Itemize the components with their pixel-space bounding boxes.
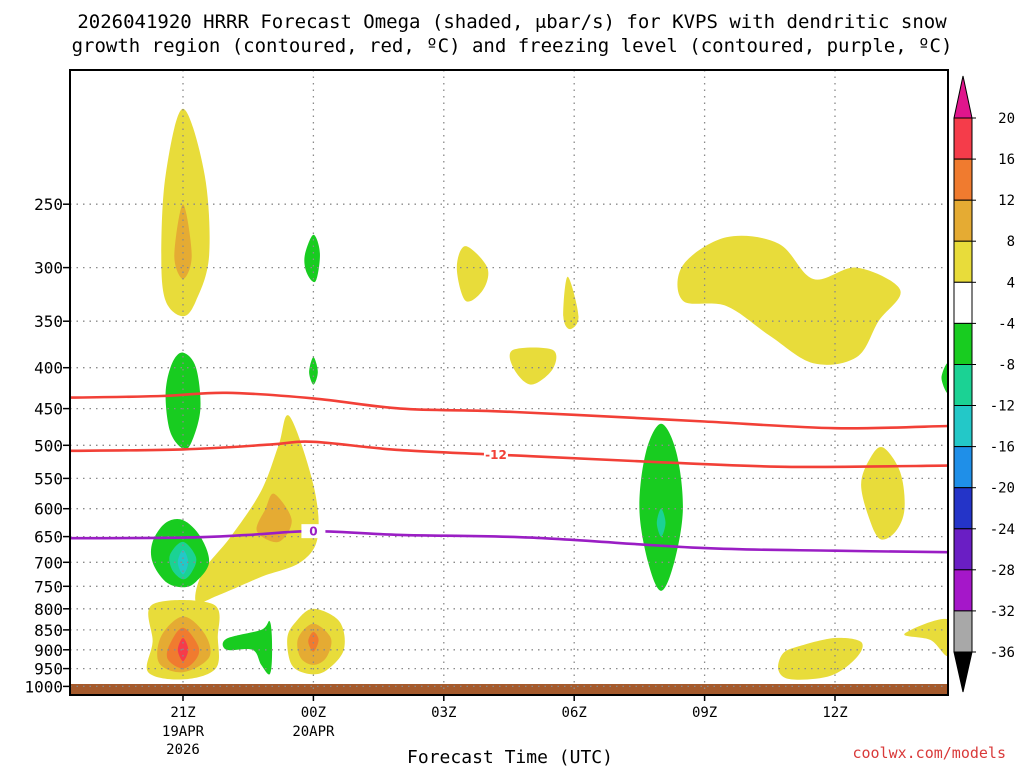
colorbar-label--20: -20 xyxy=(990,481,1015,497)
colorbar-bin--32-to--36 xyxy=(953,610,973,653)
colorbar-bin-16-to-12 xyxy=(953,158,973,201)
colorbar-bin-8-to-4 xyxy=(953,240,973,283)
colorbar-bin--24-to--28 xyxy=(953,528,973,571)
colorbar-label--36: -36 xyxy=(990,645,1015,661)
colorbar-label--24: -24 xyxy=(990,522,1015,538)
colorbar-bottom-arrow xyxy=(953,651,973,693)
x-axis-label: Forecast Time (UTC) xyxy=(407,747,613,768)
y-tick-label-350: 350 xyxy=(34,312,63,331)
y-tick-label-850: 850 xyxy=(34,621,63,640)
omega-region-orange-00z-low xyxy=(308,631,319,652)
y-tick-label-300: 300 xyxy=(34,259,63,278)
colorbar-label-8: 8 xyxy=(1007,234,1015,250)
omega-region-yellow-right-edge-low xyxy=(904,618,948,656)
contour-label-freezing-level: 0 xyxy=(309,525,317,539)
colorbar-label-20: 20 xyxy=(998,111,1015,127)
omega-region-yellow-05z-patch xyxy=(509,347,557,385)
colorbar-label--32: -32 xyxy=(990,604,1015,620)
terrain-layer xyxy=(70,684,948,695)
colorbar-bin-4-to--4 xyxy=(953,281,973,324)
omega-region-gold-upper-21z xyxy=(174,204,192,279)
omega-region-yellow-03z-patch xyxy=(456,246,489,302)
colorbar: 20 16 12 8 4 -4 -8 -12 -16 -20 -24 -28 -32 -36 xyxy=(953,75,1015,693)
y-tick-label-550: 550 xyxy=(34,469,63,488)
y-tick-label-750: 750 xyxy=(34,577,63,596)
colorbar-label--28: -28 xyxy=(990,563,1015,579)
y-tick-label-1000: 1000 xyxy=(24,677,63,696)
contour-dendritic-top xyxy=(70,391,948,430)
colorbar-bin--4-to--8 xyxy=(953,322,973,365)
x-tick-label-21Z: 21Z xyxy=(170,705,195,721)
x-tick-label-06Z: 06Z xyxy=(562,705,587,721)
credit-text: coolwx.com/models xyxy=(852,744,1006,762)
colorbar-bin-20-to-16 xyxy=(953,117,973,160)
y-axis: 2503003504004505005506006507007508008509… xyxy=(24,195,70,696)
omega-region-green-left-edge xyxy=(941,363,948,394)
colorbar-label--4: -4 xyxy=(998,316,1015,332)
contour-freezing-level xyxy=(70,529,948,554)
contour-label-bg-freezing-level xyxy=(301,524,326,539)
x-tick-label-00Z: 00Z xyxy=(301,705,326,721)
x-tick-label-09Z: 09Z xyxy=(692,705,717,721)
contour-label-bg-dendritic-bottom xyxy=(483,447,508,462)
grid-layer xyxy=(70,70,948,695)
colorbar-top-arrow xyxy=(953,75,973,119)
colorbar-label--16: -16 xyxy=(990,440,1015,456)
y-tick-label-950: 950 xyxy=(34,660,63,679)
y-tick-label-400: 400 xyxy=(34,359,63,378)
omega-region-yellow-06z-patch xyxy=(563,276,579,330)
omega-region-green-0730z-column xyxy=(639,423,683,591)
colorbar-bin--28-to--32 xyxy=(953,569,973,612)
colorbar-bin-12-to-8 xyxy=(953,199,973,242)
colorbar-label-16: 16 xyxy=(998,152,1015,168)
colorbar-label--12: -12 xyxy=(990,399,1015,415)
plot-frame xyxy=(69,69,949,696)
y-tick-label-250: 250 xyxy=(34,195,63,214)
omega-region-green-upper-00z xyxy=(304,234,320,283)
y-tick-label-500: 500 xyxy=(34,436,63,455)
omega-region-yellow-1315z-column xyxy=(861,447,905,540)
contour-label-dendritic-bottom: -12 xyxy=(485,448,507,462)
colorbar-label--8: -8 xyxy=(998,358,1015,374)
terrain-band xyxy=(70,684,948,695)
colorbar-bin--20-to--24 xyxy=(953,487,973,530)
x-tick-label-03Z: 03Z xyxy=(431,705,456,721)
x-tick-sublabel-21Z-1: 2026 xyxy=(166,742,200,758)
y-tick-label-900: 900 xyxy=(34,641,63,660)
colorbar-bin--16-to--20 xyxy=(953,446,973,489)
y-tick-label-650: 650 xyxy=(34,528,63,547)
contour-dendritic-bottom xyxy=(70,440,948,469)
chart-title-line-1: 2026041920 HRRR Forecast Omega (shaded, … xyxy=(77,11,947,33)
y-tick-label-600: 600 xyxy=(34,500,63,519)
colorbar-label-12: 12 xyxy=(998,193,1015,209)
colorbar-label-4: 4 xyxy=(1007,275,1015,291)
x-tick-label-12Z: 12Z xyxy=(822,705,847,721)
colorbar-bin--8-to--12 xyxy=(953,364,973,407)
y-tick-label-800: 800 xyxy=(34,600,63,619)
y-tick-label-450: 450 xyxy=(34,400,63,419)
omega-region-green-21z-column xyxy=(165,352,201,450)
omega-region-yellow-1130z-low xyxy=(778,637,863,680)
chart-title-line-2: growth region (contoured, red, ºC) and f… xyxy=(72,35,953,57)
omega-region-yellow-2230z-plume xyxy=(195,415,319,604)
contour-layer: -12 0 xyxy=(70,391,948,554)
omega-region-gold-2230z-core xyxy=(256,493,292,543)
y-tick-label-700: 700 xyxy=(34,553,63,572)
omega-region-green-mid-00z xyxy=(309,357,318,385)
x-tick-sublabel-21Z-0: 19APR xyxy=(162,724,205,740)
colorbar-bin--12-to--16 xyxy=(953,405,973,448)
omega-region-green-2230z-low xyxy=(222,620,273,675)
omega-region-cyan-21z-core xyxy=(177,549,189,575)
x-tick-sublabel-00Z-0: 20APR xyxy=(292,724,335,740)
omega-region-teal-0730z-core xyxy=(656,508,666,537)
x-axis: 21Z 19APR 2026 00Z 20APR 03Z 06Z 09Z 12Z xyxy=(162,695,848,758)
